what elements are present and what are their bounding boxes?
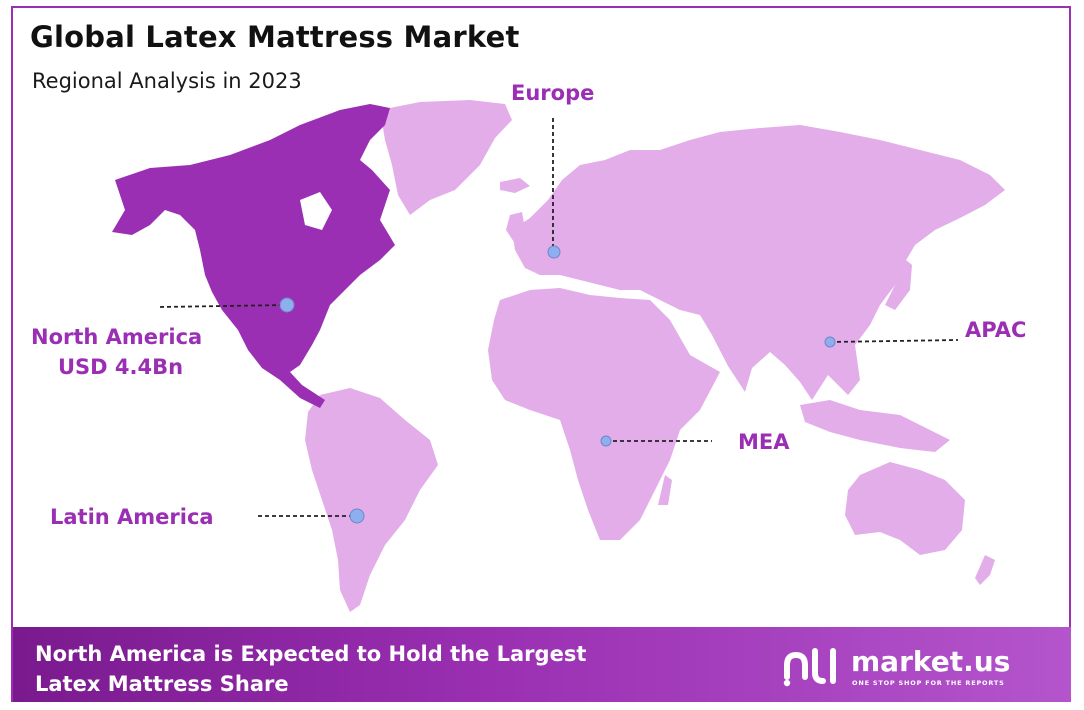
page-title: Global Latex Mattress Market [30,20,520,54]
leader-line-apac [829,339,959,343]
brand-name: market.us [851,645,1011,678]
landmass-north-america [112,104,395,408]
landmass-maritime-asia [800,400,950,452]
region-label-latin-america: Latin America [50,505,214,529]
region-label-north-america: North America [31,325,203,349]
footer-banner: North America is Expected to Hold the La… [13,627,1071,702]
marker-apac [824,336,836,348]
footer-line-2: Latex Mattress Share [35,672,289,696]
landmass-madagascar [658,475,672,505]
marker-mea [600,435,612,447]
page-subtitle: Regional Analysis in 2023 [32,69,302,93]
landmass-iceland [500,178,530,193]
region-label-mea: MEA [738,430,790,454]
land-north-america [112,104,395,408]
marker-latin-america [349,508,365,524]
leader-line-north-america [159,304,288,308]
region-label-europe: Europe [511,81,595,105]
brand-logo: market.us ONE STOP SHOP FOR THE REPORTS [781,643,1041,689]
market-us-logo-icon [783,648,836,687]
marker-north-america [279,297,295,313]
landmass-africa [488,288,720,540]
landmass-new-zealand [975,555,995,585]
landmass-uk [506,212,526,242]
marker-europe [547,245,561,259]
landmass-australia [845,462,965,555]
land-other-regions [305,100,1005,612]
footer-message: North America is Expected to Hold the La… [35,639,586,699]
brand-tagline: ONE STOP SHOP FOR THE REPORTS [852,679,1005,687]
landmass-greenland [380,100,512,215]
hudson-bay [300,192,332,230]
footer-line-1: North America is Expected to Hold the La… [35,642,587,666]
leader-lines [159,118,959,517]
region-markers [279,245,836,524]
region-label-apac: APAC [965,318,1027,342]
region-value-north-america: USD 4.4Bn [58,355,184,379]
landmass-south-america [305,388,438,612]
landmass-japan [885,255,912,310]
landmass-eurasia [512,125,1005,400]
